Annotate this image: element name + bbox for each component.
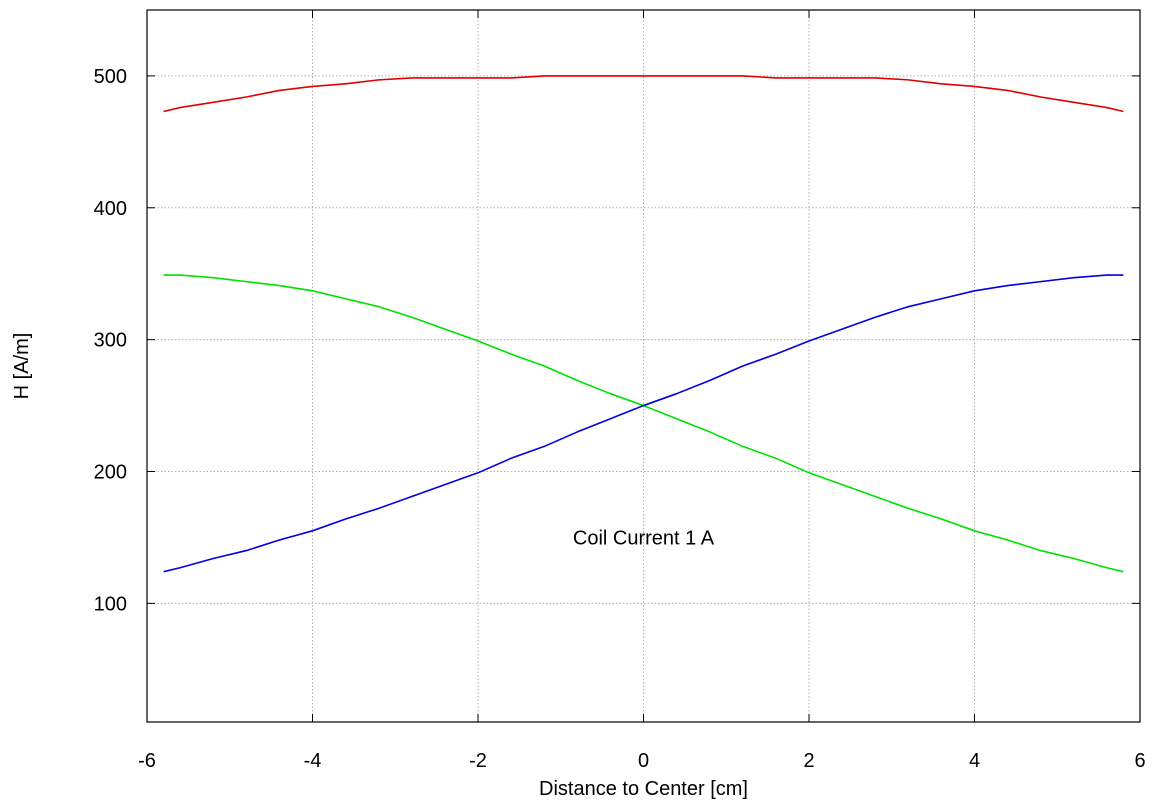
series-line-1: [163, 75, 1124, 113]
series-line-3: [163, 274, 1124, 573]
x-tick-label: 4: [969, 750, 980, 772]
annotations: Coil Current 1 A: [573, 527, 715, 549]
series-lines: [163, 75, 1124, 573]
grid: [147, 10, 1140, 722]
x-axis-title: Distance to Center [cm]: [539, 778, 748, 800]
x-tick-label: 2: [803, 750, 814, 772]
y-tick-label: 200: [94, 461, 127, 483]
x-tick-label: -6: [138, 750, 156, 772]
y-tick-label: 100: [94, 593, 127, 615]
x-tick-label: 0: [638, 750, 649, 772]
plot-frame: [146, 9, 1141, 723]
y-tick-label: 400: [94, 198, 127, 220]
tick-labels: -6 -4 -2 0 2 4 6 100 200 300 400 500: [94, 66, 1146, 772]
y-axis-title: H [A/m]: [11, 333, 33, 400]
x-tick-label: -2: [469, 750, 487, 772]
axis-ticks: [146, 10, 1141, 722]
x-tick-label: 6: [1134, 750, 1145, 772]
x-tick-label: -4: [304, 750, 322, 772]
y-tick-label: 500: [94, 66, 127, 88]
y-tick-label: 300: [94, 330, 127, 352]
annotation-label: Coil Current 1 A: [573, 527, 715, 549]
